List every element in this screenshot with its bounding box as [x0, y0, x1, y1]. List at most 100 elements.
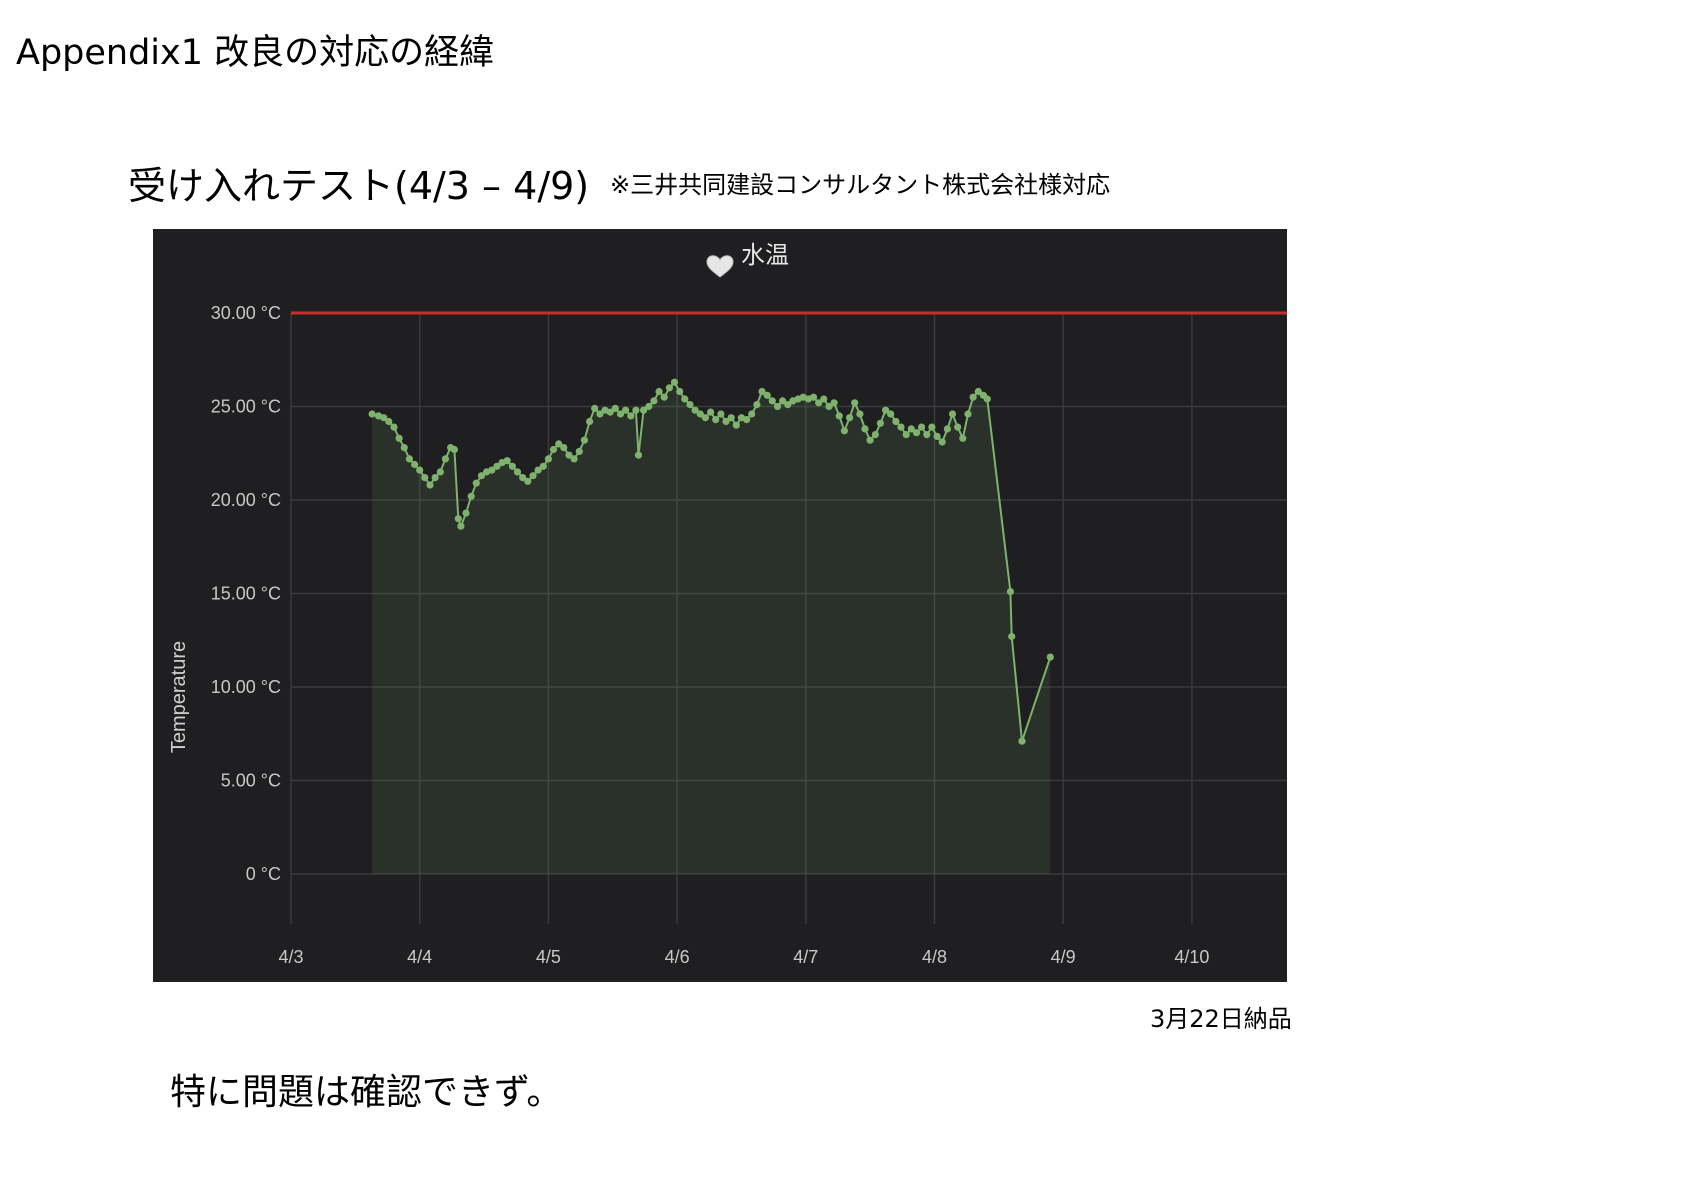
- data-point: [712, 416, 720, 424]
- data-point: [555, 440, 563, 448]
- data-point: [887, 410, 895, 418]
- data-point: [385, 417, 393, 426]
- chart-grid: [290, 312, 1287, 924]
- data-point: [508, 462, 516, 470]
- data-point: [395, 434, 403, 442]
- data-point: [825, 402, 833, 411]
- data-point: [820, 395, 828, 403]
- data-point: [866, 436, 874, 444]
- x-tick-label: 4/3: [278, 947, 303, 967]
- data-point: [871, 431, 879, 439]
- water-temperature-panel: 水温 30.00 °C 25.00 °C 20.00 °C 15.00 °C 10.00…: [153, 229, 1287, 982]
- data-point: [983, 395, 991, 403]
- data-point: [670, 378, 679, 386]
- data-point: [596, 410, 604, 418]
- data-point: [580, 436, 588, 444]
- x-axis-ticks: 4/3 4/4 4/5 4/6 4/7 4/8 4/9 4/10: [278, 947, 1209, 967]
- data-point: [779, 397, 787, 405]
- data-point: [784, 401, 792, 409]
- data-point: [882, 406, 890, 414]
- data-point: [918, 423, 926, 431]
- data-point: [902, 431, 910, 439]
- y-axis-label: Temperature: [168, 641, 190, 753]
- data-point: [411, 460, 419, 469]
- y-tick-label: 30.00 °C: [211, 303, 281, 323]
- data-point: [586, 417, 594, 426]
- data-point: [655, 387, 663, 396]
- data-point: [732, 421, 740, 429]
- data-point: [503, 457, 511, 465]
- y-tick-label: 15.00 °C: [211, 584, 281, 604]
- data-point: [840, 427, 849, 435]
- data-point: [450, 445, 458, 454]
- data-point: [467, 492, 475, 500]
- data-point: [938, 438, 946, 446]
- x-tick-label: 4/4: [407, 947, 432, 967]
- data-point: [462, 509, 470, 517]
- data-point: [954, 423, 962, 431]
- data-point: [534, 466, 542, 474]
- y-tick-label: 10.00 °C: [211, 677, 281, 697]
- data-point: [691, 406, 699, 414]
- data-point: [846, 414, 854, 422]
- document-title: Appendix1 改良の対応の経緯: [16, 33, 495, 73]
- section-title: 受け入れテスト(4/3 – 4/9): [128, 164, 590, 208]
- data-point: [575, 447, 583, 455]
- y-tick-label: 20.00 °C: [211, 490, 281, 510]
- data-point: [616, 410, 625, 418]
- data-point: [606, 408, 614, 416]
- data-point: [565, 451, 573, 459]
- data-point: [519, 474, 527, 482]
- x-tick-label: 4/7: [793, 947, 818, 967]
- x-tick-label: 4/8: [922, 947, 947, 967]
- data-point: [856, 410, 864, 418]
- data-point: [748, 410, 756, 418]
- delivery-note: 3月22日納品: [1150, 1005, 1292, 1033]
- data-point: [488, 466, 496, 474]
- conclusion-text: 特に問題は確認できず。: [170, 1072, 563, 1113]
- data-point: [809, 393, 818, 401]
- y-axis-ticks: 30.00 °C 25.00 °C 20.00 °C 15.00 °C 10.00 °C…: [211, 303, 281, 884]
- x-tick-label: 4/6: [665, 947, 690, 967]
- data-point: [897, 423, 905, 431]
- data-point: [933, 432, 941, 440]
- y-tick-label: 0 °C: [246, 864, 281, 884]
- data-point: [743, 416, 751, 424]
- data-point: [591, 404, 599, 412]
- data-point: [1006, 588, 1015, 596]
- data-point: [876, 419, 885, 427]
- data-point: [676, 387, 684, 396]
- data-point: [851, 399, 859, 407]
- data-point: [701, 414, 710, 422]
- data-point: [830, 399, 838, 407]
- data-point: [650, 397, 658, 405]
- data-point: [457, 522, 465, 530]
- data-point: [640, 406, 648, 414]
- data-point: [717, 410, 725, 418]
- data-point: [923, 431, 931, 439]
- data-point: [632, 406, 640, 414]
- data-point: [645, 402, 653, 411]
- data-point: [660, 393, 668, 401]
- data-point: [477, 472, 486, 480]
- section-note: ※三井共同建設コンサルタント株式会社様対応: [610, 171, 1111, 199]
- data-point: [622, 406, 630, 414]
- data-point: [964, 410, 972, 418]
- data-point: [549, 445, 558, 454]
- data-point: [943, 425, 952, 433]
- data-point: [727, 414, 735, 422]
- data-point: [560, 444, 568, 452]
- data-point: [907, 425, 915, 433]
- data-point: [753, 401, 761, 409]
- data-point: [948, 410, 957, 418]
- data-point: [928, 423, 936, 431]
- data-point: [421, 474, 429, 482]
- data-point: [758, 387, 766, 396]
- series-area-fill: [372, 382, 1051, 874]
- data-point: [405, 455, 413, 463]
- data-point: [974, 387, 982, 396]
- data-point: [1046, 653, 1054, 661]
- data-point: [390, 423, 398, 431]
- data-point: [686, 401, 694, 409]
- data-point: [815, 399, 823, 407]
